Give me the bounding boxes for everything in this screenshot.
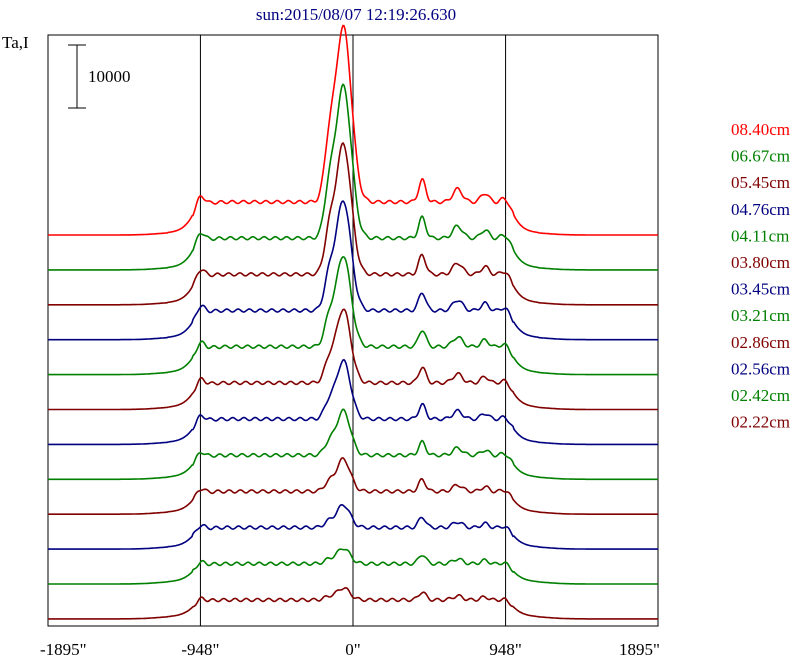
legend-entry: 05.45cm <box>731 173 790 192</box>
legend-entry: 06.67cm <box>731 147 790 166</box>
legend-entry: 03.80cm <box>731 253 790 272</box>
series-line <box>48 503 658 550</box>
series-line <box>48 408 658 481</box>
legend-entry: 02.86cm <box>731 333 790 352</box>
y-axis-label: Ta,I <box>2 33 29 52</box>
series-line <box>48 457 658 515</box>
legend: 08.40cm 06.67cm 05.45cm 04.76cm 04.11cm 03.80… <box>731 120 790 432</box>
x-tick-labels: -1895" -948" 0" 948" 1895" <box>40 640 660 659</box>
chart-title: sun:2015/08/07 12:19:26.630 <box>256 5 456 24</box>
legend-entry: 03.21cm <box>731 306 790 325</box>
series-line <box>48 83 658 271</box>
series-line <box>48 256 658 376</box>
series-line <box>48 548 658 585</box>
series-line <box>48 308 658 411</box>
series-line <box>48 141 658 306</box>
legend-entry: 04.76cm <box>731 200 790 219</box>
series-line <box>48 586 658 620</box>
x-tick-label: 948" <box>489 640 521 659</box>
scale-bar: 10000 <box>68 44 131 109</box>
x-tick-label: 1895" <box>619 640 660 659</box>
series-line <box>48 200 658 341</box>
legend-entry: 02.56cm <box>731 359 790 378</box>
legend-entry: 08.40cm <box>731 120 790 139</box>
legend-entry: 04.11cm <box>731 226 789 245</box>
x-tick-label: -948" <box>181 640 219 659</box>
scale-bar-label: 10000 <box>88 67 131 86</box>
x-tick-label: -1895" <box>40 640 87 659</box>
series-line <box>48 24 658 236</box>
series-line <box>48 358 658 446</box>
x-tick-label: 0" <box>345 640 360 659</box>
legend-entry: 02.22cm <box>731 413 790 432</box>
legend-entry: 02.42cm <box>731 386 790 405</box>
series-layer <box>48 24 658 620</box>
legend-entry: 03.45cm <box>731 280 790 299</box>
